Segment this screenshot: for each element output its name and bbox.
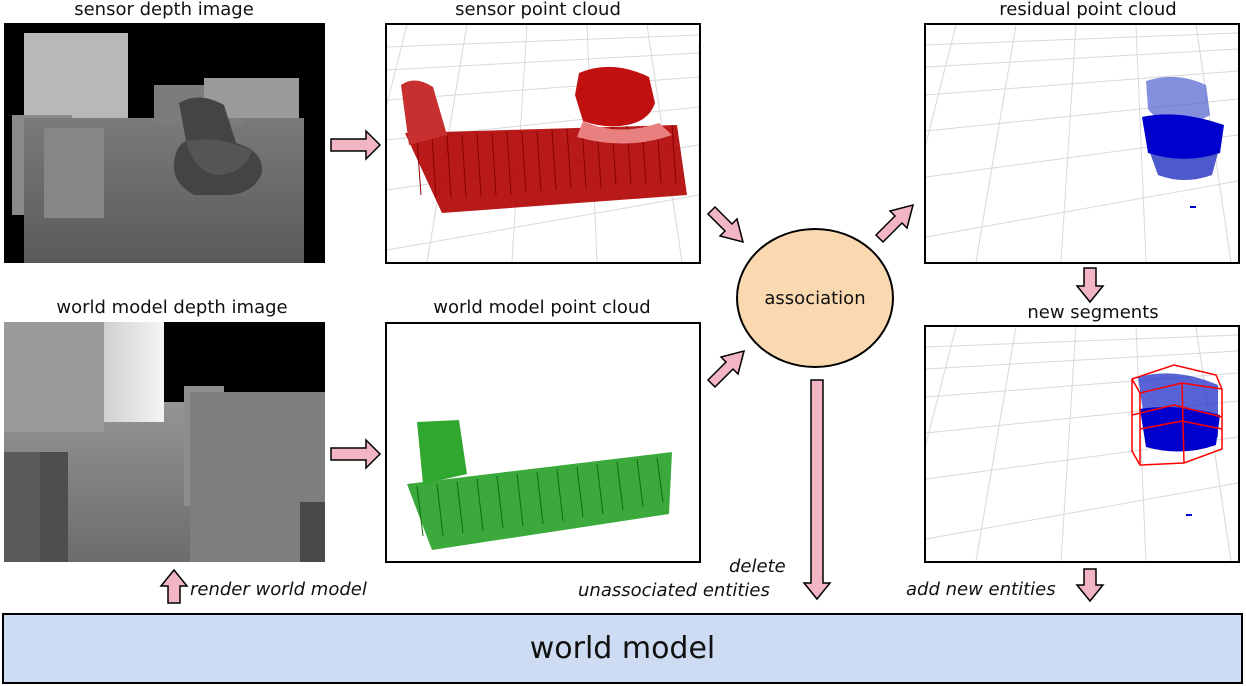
world-model-bar: world model <box>2 613 1243 684</box>
arrow-delete-unassociated <box>802 379 832 601</box>
arrow-association-to-residual <box>874 203 915 244</box>
arrow-world-cloud-to-association <box>706 349 746 389</box>
residual-point-cloud-panel <box>924 23 1240 264</box>
arrow-render-world-model <box>159 568 189 604</box>
world-depth-title: world model depth image <box>56 297 288 318</box>
add-new-entities-label: add new entities <box>906 579 1056 600</box>
association-node: association <box>736 228 894 368</box>
delete-label: delete <box>729 556 786 577</box>
sensor-point-cloud-panel <box>385 23 701 264</box>
render-world-model-label: render world model <box>190 579 367 600</box>
sensor-cloud-title: sensor point cloud <box>455 0 621 20</box>
sensor-depth-title: sensor depth image <box>74 0 254 20</box>
world-point-cloud-panel <box>385 322 701 563</box>
world-depth-image <box>4 322 325 562</box>
arrow-world-depth-to-cloud <box>330 438 382 470</box>
new-segments-panel <box>924 325 1240 563</box>
unassociated-entities-label: unassociated entities <box>578 580 770 601</box>
new-segments-title: new segments <box>1027 302 1159 323</box>
arrow-sensor-depth-to-cloud <box>330 129 382 161</box>
arrow-residual-to-segments <box>1075 267 1105 304</box>
sensor-depth-image <box>4 23 325 263</box>
arrow-add-new-entities <box>1075 568 1105 603</box>
arrow-sensor-cloud-to-association <box>706 205 745 244</box>
residual-cloud-title: residual point cloud <box>999 0 1177 20</box>
world-cloud-title: world model point cloud <box>433 297 651 318</box>
